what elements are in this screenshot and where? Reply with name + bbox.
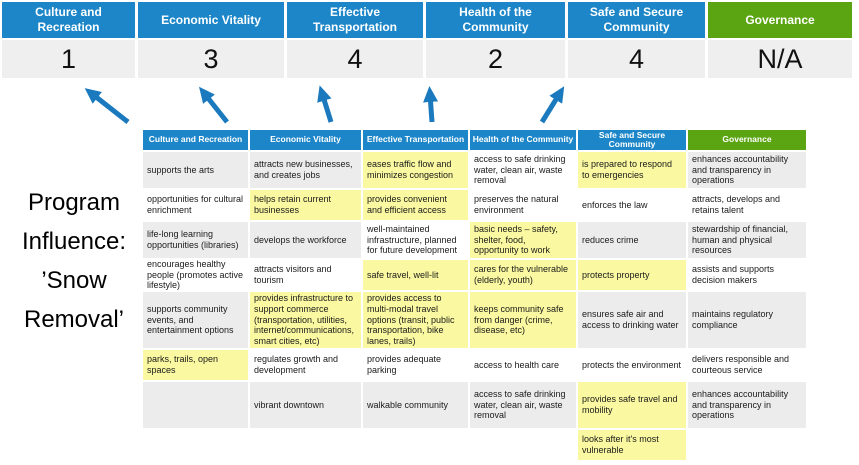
matrix-cell <box>143 430 248 460</box>
matrix-cell <box>363 430 468 460</box>
influence-matrix: Culture and Recreation Economic Vitality E… <box>143 130 806 460</box>
arrow-icon-transportation <box>317 85 334 123</box>
matrix-cell <box>143 382 248 428</box>
matrix-cell: enhances accountability and transparency… <box>688 382 806 428</box>
scoreboard-score-safety: 4 <box>568 40 705 78</box>
scoreboard-header-transportation: Effective Transportation <box>287 2 423 38</box>
matrix-cell: walkable community <box>363 382 468 428</box>
title-line-4: Removal’ <box>23 306 125 333</box>
matrix-cell: life-long learning opportunities (librar… <box>143 222 248 258</box>
matrix-cell: attracts new businesses, and creates job… <box>250 152 361 188</box>
matrix-cell: provides adequate parking <box>363 350 468 380</box>
matrix-cell: encourages healthy people (promotes acti… <box>143 260 248 290</box>
scoreboard-header-governance: Governance <box>708 2 852 38</box>
matrix-cell: assists and supports decision makers <box>688 260 806 290</box>
matrix-cell: provides infrastructure to support comme… <box>250 292 361 348</box>
matrix-cell <box>250 430 361 460</box>
matrix-cell: provides access to multi-modal travel op… <box>363 292 468 348</box>
matrix-cell: is prepared to respond to emergencies <box>578 152 686 188</box>
title-line-2: Influence: <box>21 228 127 255</box>
arrow-icon-economic <box>199 86 229 124</box>
matrix-cell: enhances accountability and transparency… <box>688 152 806 188</box>
matrix-cell: looks after it's most vulnerable <box>578 430 686 460</box>
matrix-cell: opportunities for cultural enrichment <box>143 190 248 220</box>
scoreboard-score-culture: 1 <box>2 40 135 78</box>
arrow-icon-health <box>423 86 439 123</box>
matrix-cell: basic needs – safety, shelter, food, opp… <box>470 222 576 258</box>
matrix-cell: access to safe drinking water, clean air… <box>470 382 576 428</box>
title-line-3: ’Snow <box>41 267 107 294</box>
program-influence-title: Program Influence: ’Snow Removal’ <box>0 183 148 339</box>
scoreboard-column-transportation: Effective Transportation 4 <box>287 2 423 78</box>
matrix-cell: provides convenient and efficient access <box>363 190 468 220</box>
matrix-cell: helps retain current businesses <box>250 190 361 220</box>
matrix-cell: parks, trails, open spaces <box>143 350 248 380</box>
matrix-cell: supports the arts <box>143 152 248 188</box>
matrix-cell: preserves the natural environment <box>470 190 576 220</box>
scoreboard-column-safety: Safe and Secure Community 4 <box>568 2 705 78</box>
matrix-cell: delivers responsible and courteous servi… <box>688 350 806 380</box>
matrix-cell: ensures safe air and access to drinking … <box>578 292 686 348</box>
matrix-cell <box>470 430 576 460</box>
matrix-cell: provides safe travel and mobility <box>578 382 686 428</box>
arrow-icon-culture <box>84 88 130 124</box>
scoreboard-header-health: Health of the Community <box>426 2 565 38</box>
matrix-cell: safe travel, well-lit <box>363 260 468 290</box>
scoreboard-header-economic: Economic Vitality <box>138 2 284 38</box>
title-line-1: Program <box>27 189 121 216</box>
matrix-cell: access to health care <box>470 350 576 380</box>
matrix-cell: vibrant downtown <box>250 382 361 428</box>
matrix-column-header: Economic Vitality <box>250 130 361 150</box>
scoreboard-column-culture: Culture and Recreation 1 <box>2 2 135 78</box>
scoreboard-column-health: Health of the Community 2 <box>426 2 565 78</box>
matrix-cell: cares for the vulnerable (elderly, youth… <box>470 260 576 290</box>
matrix-cell: regulates growth and development <box>250 350 361 380</box>
scoreboard-score-economic: 3 <box>138 40 284 78</box>
matrix-cell: maintains regulatory compliance <box>688 292 806 348</box>
matrix-cell: keeps community safe from danger (crime,… <box>470 292 576 348</box>
scoreboard-column-economic: Economic Vitality 3 <box>138 2 284 78</box>
arrow-icon-safety <box>539 86 565 124</box>
matrix-cell: eases traffic flow and minimizes congest… <box>363 152 468 188</box>
matrix-cell: attracts visitors and tourism <box>250 260 361 290</box>
scoreboard: Culture and Recreation 1 Economic Vitali… <box>2 2 852 78</box>
matrix-cell: attracts, develops and retains talent <box>688 190 806 220</box>
scoreboard-score-governance: N/A <box>708 40 852 78</box>
matrix-cell: reduces crime <box>578 222 686 258</box>
matrix-cell <box>688 430 806 460</box>
matrix-cell: enforces the law <box>578 190 686 220</box>
scoreboard-score-health: 2 <box>426 40 565 78</box>
matrix-column-header: Culture and Recreation <box>143 130 248 150</box>
scoreboard-header-safety: Safe and Secure Community <box>568 2 705 38</box>
matrix-cell: well-maintained infrastructure, planned … <box>363 222 468 258</box>
matrix-cell: protects the environment <box>578 350 686 380</box>
matrix-cell: supports community events, and entertain… <box>143 292 248 348</box>
matrix-column-header: Health of the Community <box>470 130 576 150</box>
scoreboard-header-culture: Culture and Recreation <box>2 2 135 38</box>
matrix-column-header: Governance <box>688 130 806 150</box>
matrix-column-header: Safe and Secure Community <box>578 130 686 150</box>
matrix-cell: protects property <box>578 260 686 290</box>
scoreboard-score-transportation: 4 <box>287 40 423 78</box>
matrix-column-header: Effective Transportation <box>363 130 468 150</box>
scoreboard-column-governance: Governance N/A <box>708 2 852 78</box>
matrix-cell: develops the workforce <box>250 222 361 258</box>
matrix-cell: stewardship of financial, human and phys… <box>688 222 806 258</box>
matrix-cell: access to safe drinking water, clean air… <box>470 152 576 188</box>
